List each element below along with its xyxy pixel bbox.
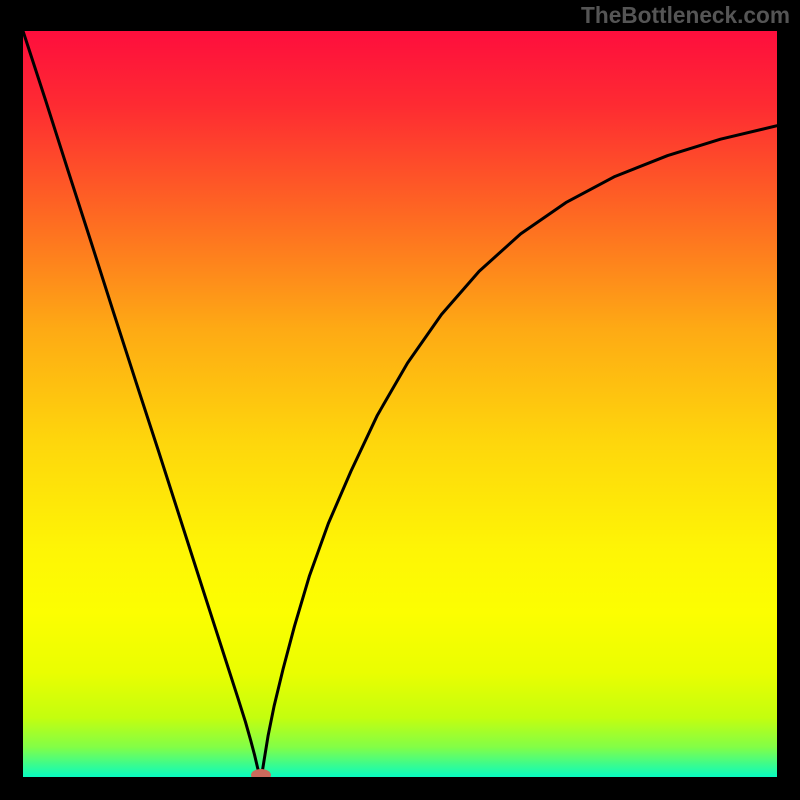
minimum-marker xyxy=(251,769,271,777)
chart-frame: TheBottleneck.com xyxy=(0,0,800,800)
bottleneck-curve xyxy=(23,31,777,777)
curve-svg xyxy=(23,31,777,777)
frame-border-left xyxy=(0,0,23,800)
watermark-text: TheBottleneck.com xyxy=(581,2,790,29)
frame-border-bottom xyxy=(0,777,800,800)
plot-area xyxy=(23,31,777,777)
frame-border-right xyxy=(777,0,800,800)
